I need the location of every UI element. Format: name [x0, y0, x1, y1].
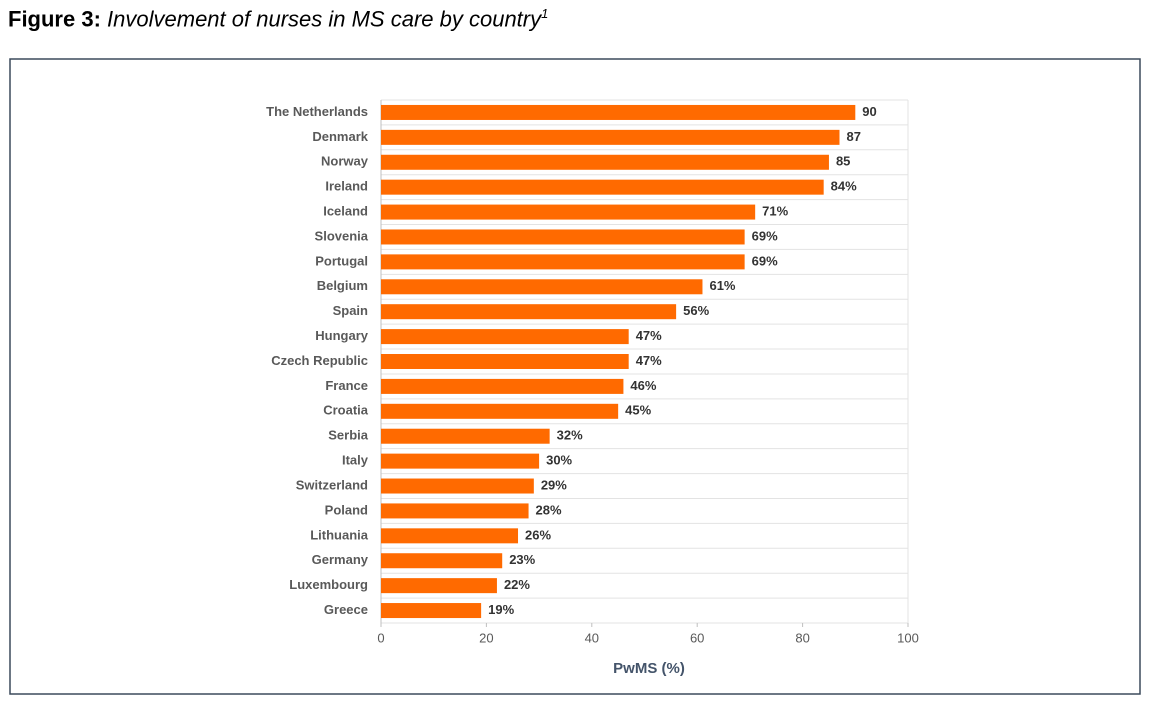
- value-label: 69%: [752, 228, 778, 243]
- x-tick-label: 100: [897, 630, 919, 645]
- bar: [381, 354, 629, 369]
- bar: [381, 528, 519, 544]
- value-label: 22%: [504, 577, 530, 592]
- bar: [381, 129, 840, 145]
- value-label: 87: [846, 129, 860, 144]
- value-label: 29%: [541, 477, 567, 492]
- value-label: 45%: [625, 403, 651, 418]
- y-tick-label: Hungary: [315, 328, 369, 343]
- bar: [381, 578, 497, 594]
- bar: [381, 154, 829, 170]
- bar: [381, 403, 619, 419]
- y-tick-label: Denmark: [312, 129, 368, 144]
- value-label: 46%: [630, 378, 656, 393]
- y-tick-label: The Netherlands: [266, 104, 368, 119]
- y-tick-label: Spain: [333, 303, 368, 318]
- x-tick-label: 80: [795, 630, 809, 645]
- x-tick-label: 60: [690, 630, 704, 645]
- bar: [381, 254, 745, 270]
- value-label: 85: [836, 154, 850, 169]
- x-tick-label: 20: [479, 630, 493, 645]
- bar: [381, 279, 703, 295]
- figure-label: Figure 3:: [8, 6, 101, 32]
- chart-title: Involvement of nurses in MS care by coun…: [107, 6, 542, 32]
- frame: [9, 58, 1141, 695]
- value-label: 47%: [636, 328, 662, 343]
- bar: [381, 204, 756, 220]
- value-label: 32%: [557, 428, 583, 443]
- y-tick-label: Germany: [312, 552, 369, 567]
- value-label: 69%: [752, 253, 778, 268]
- bar: [381, 453, 540, 469]
- y-tick-label: Greece: [324, 602, 368, 617]
- y-tick-label: Switzerland: [296, 477, 368, 492]
- value-label: 19%: [488, 602, 514, 617]
- value-label: 61%: [709, 278, 735, 293]
- y-tick-label: France: [325, 378, 368, 393]
- y-tick-label: Croatia: [323, 403, 369, 418]
- y-tick-label: Portugal: [315, 253, 368, 268]
- y-tick-label: Belgium: [317, 278, 368, 293]
- y-tick-label: Norway: [321, 154, 369, 169]
- bar: [381, 229, 745, 245]
- y-tick-label: Luxembourg: [289, 577, 368, 592]
- bar: [381, 329, 629, 345]
- value-label: 26%: [525, 527, 551, 542]
- y-tick-label: Ireland: [325, 179, 368, 194]
- y-tick-label: Czech Republic: [271, 353, 368, 368]
- value-label: 23%: [509, 552, 535, 567]
- y-tick-label: Slovenia: [315, 228, 369, 243]
- bar: [381, 603, 482, 619]
- value-label: 84%: [831, 179, 857, 194]
- title-superscript: 1: [541, 6, 549, 21]
- bar: [381, 378, 624, 394]
- value-label: 28%: [536, 502, 562, 517]
- bar: [381, 503, 529, 519]
- value-label: 30%: [546, 453, 572, 468]
- bar: [381, 179, 824, 195]
- y-tick-label: Lithuania: [310, 527, 369, 542]
- y-tick-label: Iceland: [323, 204, 368, 219]
- y-tick-label: Italy: [342, 453, 369, 468]
- y-tick-label: Serbia: [328, 428, 369, 443]
- x-tick-label: 40: [585, 630, 599, 645]
- value-label: 47%: [636, 353, 662, 368]
- x-tick-label: 0: [377, 630, 384, 645]
- bar: [381, 104, 856, 120]
- x-axis-label: PwMS (%): [613, 660, 685, 677]
- bar: [381, 553, 503, 569]
- value-label: 90: [862, 104, 876, 119]
- figure-title: Figure 3: Involvement of nurses in MS ca…: [8, 6, 548, 32]
- value-label: 71%: [762, 204, 788, 219]
- bar: [381, 478, 534, 494]
- value-label: 56%: [683, 303, 709, 318]
- bar: [381, 304, 677, 320]
- y-tick-label: Poland: [325, 502, 368, 517]
- bar: [381, 428, 550, 444]
